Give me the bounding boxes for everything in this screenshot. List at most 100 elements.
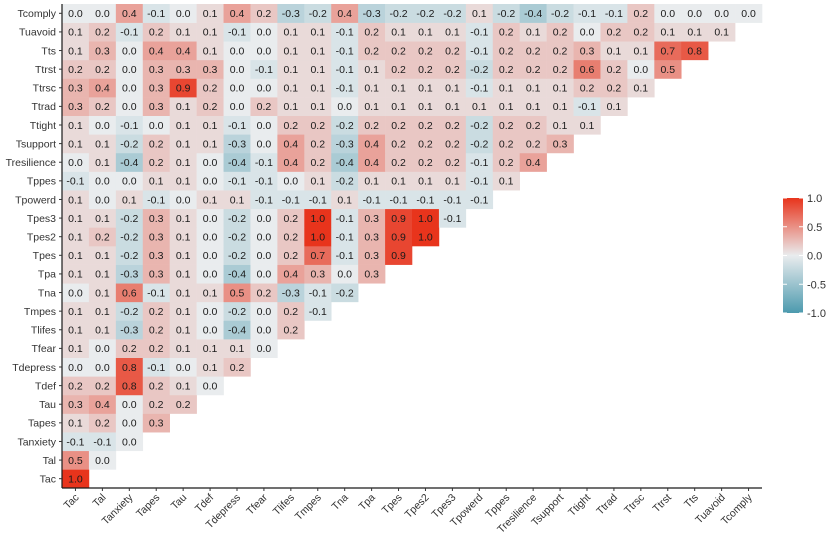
cell-value-label: 0.0 <box>257 250 272 262</box>
cell-value-label: -0.1 <box>120 120 138 132</box>
cell-value-label: 0.1 <box>391 101 406 113</box>
heatmap-cell-Tdef-Tac <box>62 376 90 396</box>
cell-value-label: 0.1 <box>284 27 299 39</box>
cell-value-label: 0.0 <box>257 306 272 318</box>
heatmap-cell-Ttight-Tal <box>88 115 117 135</box>
cell-value-label: -0.4 <box>524 8 542 20</box>
y-tick-label-Ttrad: Ttrad <box>31 101 56 113</box>
heatmap-cell-Ttrad-Tapes <box>142 97 170 116</box>
heatmap-cell-Ttrst-Tsupport <box>546 59 574 79</box>
cell-value-label: 0.1 <box>203 194 218 206</box>
heatmap-cell-Ttight-Tau <box>169 115 197 135</box>
heatmap-cell-Tsupport-Tsupport <box>546 134 574 154</box>
cell-value-label: 0.1 <box>176 27 191 39</box>
heatmap-cell-Tapes-Tac <box>62 413 90 433</box>
cell-value-label: 0.0 <box>122 64 137 76</box>
heatmap-cell-Tresilience-Tresilience <box>519 152 547 172</box>
heatmap-cell-Ttrad-Tpes2 <box>412 97 440 116</box>
heatmap-cell-Ttight-Tpowerd <box>465 115 494 135</box>
cell-value-label: 0.1 <box>203 287 218 299</box>
cell-value-label: 0.2 <box>526 138 541 150</box>
heatmap-cell-Tcomply-Ttrst <box>654 4 682 23</box>
heatmap-cell-Ttrst-Tdepress <box>223 59 251 79</box>
cell-value-label: 0.2 <box>445 64 460 76</box>
cell-value-label: -0.2 <box>228 306 246 318</box>
cell-value-label: -0.1 <box>336 83 354 95</box>
heatmap-cell-Tpowerd-Tpowerd <box>465 190 494 210</box>
heatmap-cell-Tna-Tau <box>169 283 197 303</box>
heatmap-cell-Tuavoid-Ttrad <box>600 22 628 42</box>
heatmap-cell-Tpowerd-Tfear <box>250 190 278 210</box>
cell-value-label: 0.1 <box>580 120 595 132</box>
heatmap-cell-Tpes3-Tpa <box>358 208 386 228</box>
heatmap-cell-Tpowerd-Tdef <box>196 190 224 210</box>
cell-value-label: 0.1 <box>176 306 191 318</box>
cell-value-label: 0.0 <box>203 325 218 337</box>
cell-value-label: -0.4 <box>120 157 138 169</box>
cell-value-label: 0.1 <box>95 138 110 150</box>
heatmap-cell-Tlifes-Tau <box>169 320 197 340</box>
heatmap-cell-Ttrad-Tpes3 <box>438 97 467 116</box>
cell-value-label: -0.1 <box>309 194 327 206</box>
cell-value-label: 0.2 <box>580 83 595 95</box>
y-tick-label-Tmpes: Tmpes <box>24 306 56 318</box>
y-tick-label-Tanxiety: Tanxiety <box>17 436 56 448</box>
heatmap-cell-Tts-Tpa <box>358 41 386 61</box>
heatmap-cell-Tdepress-Tdepress <box>223 357 251 377</box>
cell-value-label: 0.2 <box>122 343 137 355</box>
heatmap-cell-Tpes2-Tlifes <box>277 227 305 247</box>
heatmap-cell-Ttrst-Tfear <box>250 59 278 79</box>
heatmap-cell-Ttrad-Tal <box>88 97 117 116</box>
heatmap-cell-Tpowerd-Tpes3 <box>438 190 467 210</box>
heatmap-cell-Tcomply-Tpes2 <box>412 4 440 23</box>
heatmap-cell-Tpowerd-Tdepress <box>223 190 251 210</box>
cell-value-label: 0.1 <box>660 27 675 39</box>
heatmap-cell-Tpes-Tna <box>331 246 359 265</box>
cell-value-label: 0.0 <box>68 157 83 169</box>
heatmap-cell-Tfear-Tac <box>62 339 90 358</box>
cell-value-label: 0.2 <box>257 287 272 299</box>
heatmap-cell-Tts-Ttrsc <box>627 41 655 61</box>
cell-value-label: 0.4 <box>364 157 379 169</box>
heatmap-cell-Tpes3-Tanxiety <box>115 208 144 228</box>
heatmap-cell-Tuavoid-Tanxiety <box>115 22 144 42</box>
cell-value-label: 0.2 <box>149 380 164 392</box>
cell-value-label: -0.1 <box>336 64 354 76</box>
cell-value-label: 0.0 <box>176 362 191 374</box>
heatmap-cell-Tsupport-Tpa <box>358 134 386 154</box>
heatmap-cell-Tpa-Tfear <box>250 264 278 284</box>
cell-value-label: 0.0 <box>203 250 218 262</box>
heatmap-cell-Ttight-Tsupport <box>546 115 574 135</box>
cell-value-label: 0.0 <box>687 8 702 20</box>
heatmap-cell-Tresilience-Tpowerd <box>465 152 494 172</box>
heatmap-cell-Tpa-Tac <box>62 264 90 284</box>
heatmap-cell-Ttrad-Tanxiety <box>115 97 144 116</box>
y-tick-label-Tdepress: Tdepress <box>12 362 56 374</box>
y-tick-label-Tpa: Tpa <box>38 269 56 281</box>
cell-value-label: -0.1 <box>470 27 488 39</box>
heatmap-cell-Tdepress-Tapes <box>142 357 170 377</box>
heatmap-cell-Ttrad-Tpes <box>385 97 413 116</box>
heatmap-cell-Tppes-Tpowerd <box>465 171 494 191</box>
heatmap-cell-Tppes-Tmpes <box>304 171 332 191</box>
heatmap-cell-Tcomply-Ttrsc <box>627 4 655 23</box>
heatmap-cell-Ttrsc-Tal <box>88 78 117 98</box>
cell-value-label: 0.9 <box>391 231 406 243</box>
cell-value-label: 0.2 <box>203 83 218 95</box>
heatmap-cell-Tresilience-Tfear <box>250 152 278 172</box>
heatmap-cell-Tsupport-Tresilience <box>519 134 547 154</box>
heatmap-cell-Tna-Tal <box>88 283 117 303</box>
cell-value-label: 0.4 <box>95 399 110 411</box>
heatmap-cell-Tresilience-Tanxiety <box>115 152 144 172</box>
cell-value-label: 0.1 <box>68 27 83 39</box>
cell-value-label: -0.2 <box>309 8 327 20</box>
x-tick-label-Tanxiety: Tanxiety <box>100 491 136 527</box>
heatmap-cell-Tcomply-Tna <box>331 4 359 23</box>
heatmap-cell-Tpes3-Tpes3 <box>438 208 467 228</box>
heatmap-cell-Tlifes-Tac <box>62 320 90 340</box>
heatmap-cell-Tna-Tlifes <box>277 283 305 303</box>
cell-value-label: 0.1 <box>364 176 379 188</box>
cell-value-label: 0.0 <box>230 101 245 113</box>
cell-value-label: 0.2 <box>149 27 164 39</box>
heatmap-cell-Tdepress-Tac <box>62 357 90 377</box>
